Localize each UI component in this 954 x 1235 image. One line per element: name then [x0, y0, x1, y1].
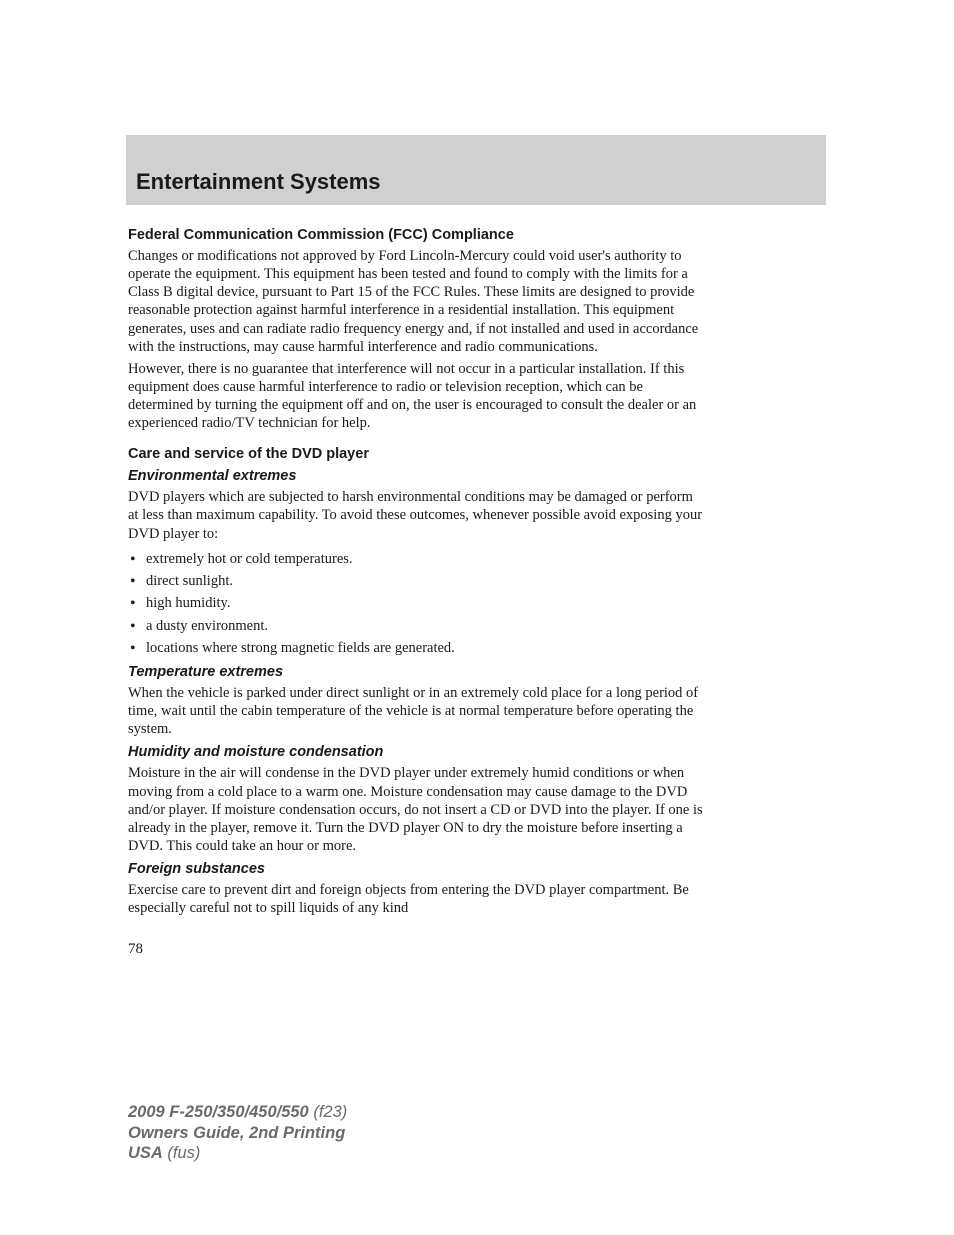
section-title: Entertainment Systems — [136, 169, 381, 195]
footer-country-code: (fus) — [163, 1144, 201, 1162]
footer-model-line: 2009 F-250/350/450/550 (f23) — [128, 1102, 703, 1123]
list-item: direct sunlight. — [128, 571, 703, 591]
footer-guide: Owners Guide, 2nd Printing — [128, 1123, 703, 1144]
heading-environmental: Environmental extremes — [128, 468, 703, 484]
content-area: Federal Communication Commission (FCC) C… — [128, 205, 703, 958]
bullet-list-environmental: extremely hot or cold temperatures. dire… — [128, 549, 703, 658]
heading-foreign: Foreign substances — [128, 861, 703, 877]
heading-care-service: Care and service of the DVD player — [128, 446, 703, 462]
heading-humidity: Humidity and moisture condensation — [128, 744, 703, 760]
list-item: high humidity. — [128, 593, 703, 613]
header-band: Entertainment Systems — [126, 135, 826, 205]
footer-country: USA — [128, 1144, 163, 1162]
list-item: locations where strong magnetic fields a… — [128, 638, 703, 658]
footer-country-line: USA (fus) — [128, 1143, 703, 1164]
paragraph-fcc-1: Changes or modifications not approved by… — [128, 247, 703, 356]
paragraph-temperature: When the vehicle is parked under direct … — [128, 684, 703, 738]
footer: 2009 F-250/350/450/550 (f23) Owners Guid… — [128, 1102, 703, 1164]
paragraph-fcc-2: However, there is no guarantee that inte… — [128, 360, 703, 433]
footer-model: 2009 F-250/350/450/550 — [128, 1103, 309, 1121]
heading-fcc: Federal Communication Commission (FCC) C… — [128, 227, 703, 243]
heading-temperature: Temperature extremes — [128, 664, 703, 680]
list-item: a dusty environment. — [128, 616, 703, 636]
paragraph-humidity: Moisture in the air will condense in the… — [128, 764, 703, 855]
list-item: extremely hot or cold temperatures. — [128, 549, 703, 569]
paragraph-foreign: Exercise care to prevent dirt and foreig… — [128, 881, 703, 917]
footer-model-code: (f23) — [309, 1103, 348, 1121]
page-number: 78 — [128, 941, 703, 958]
paragraph-environmental: DVD players which are subjected to harsh… — [128, 488, 703, 542]
page-container: Entertainment Systems Federal Communicat… — [128, 135, 828, 958]
